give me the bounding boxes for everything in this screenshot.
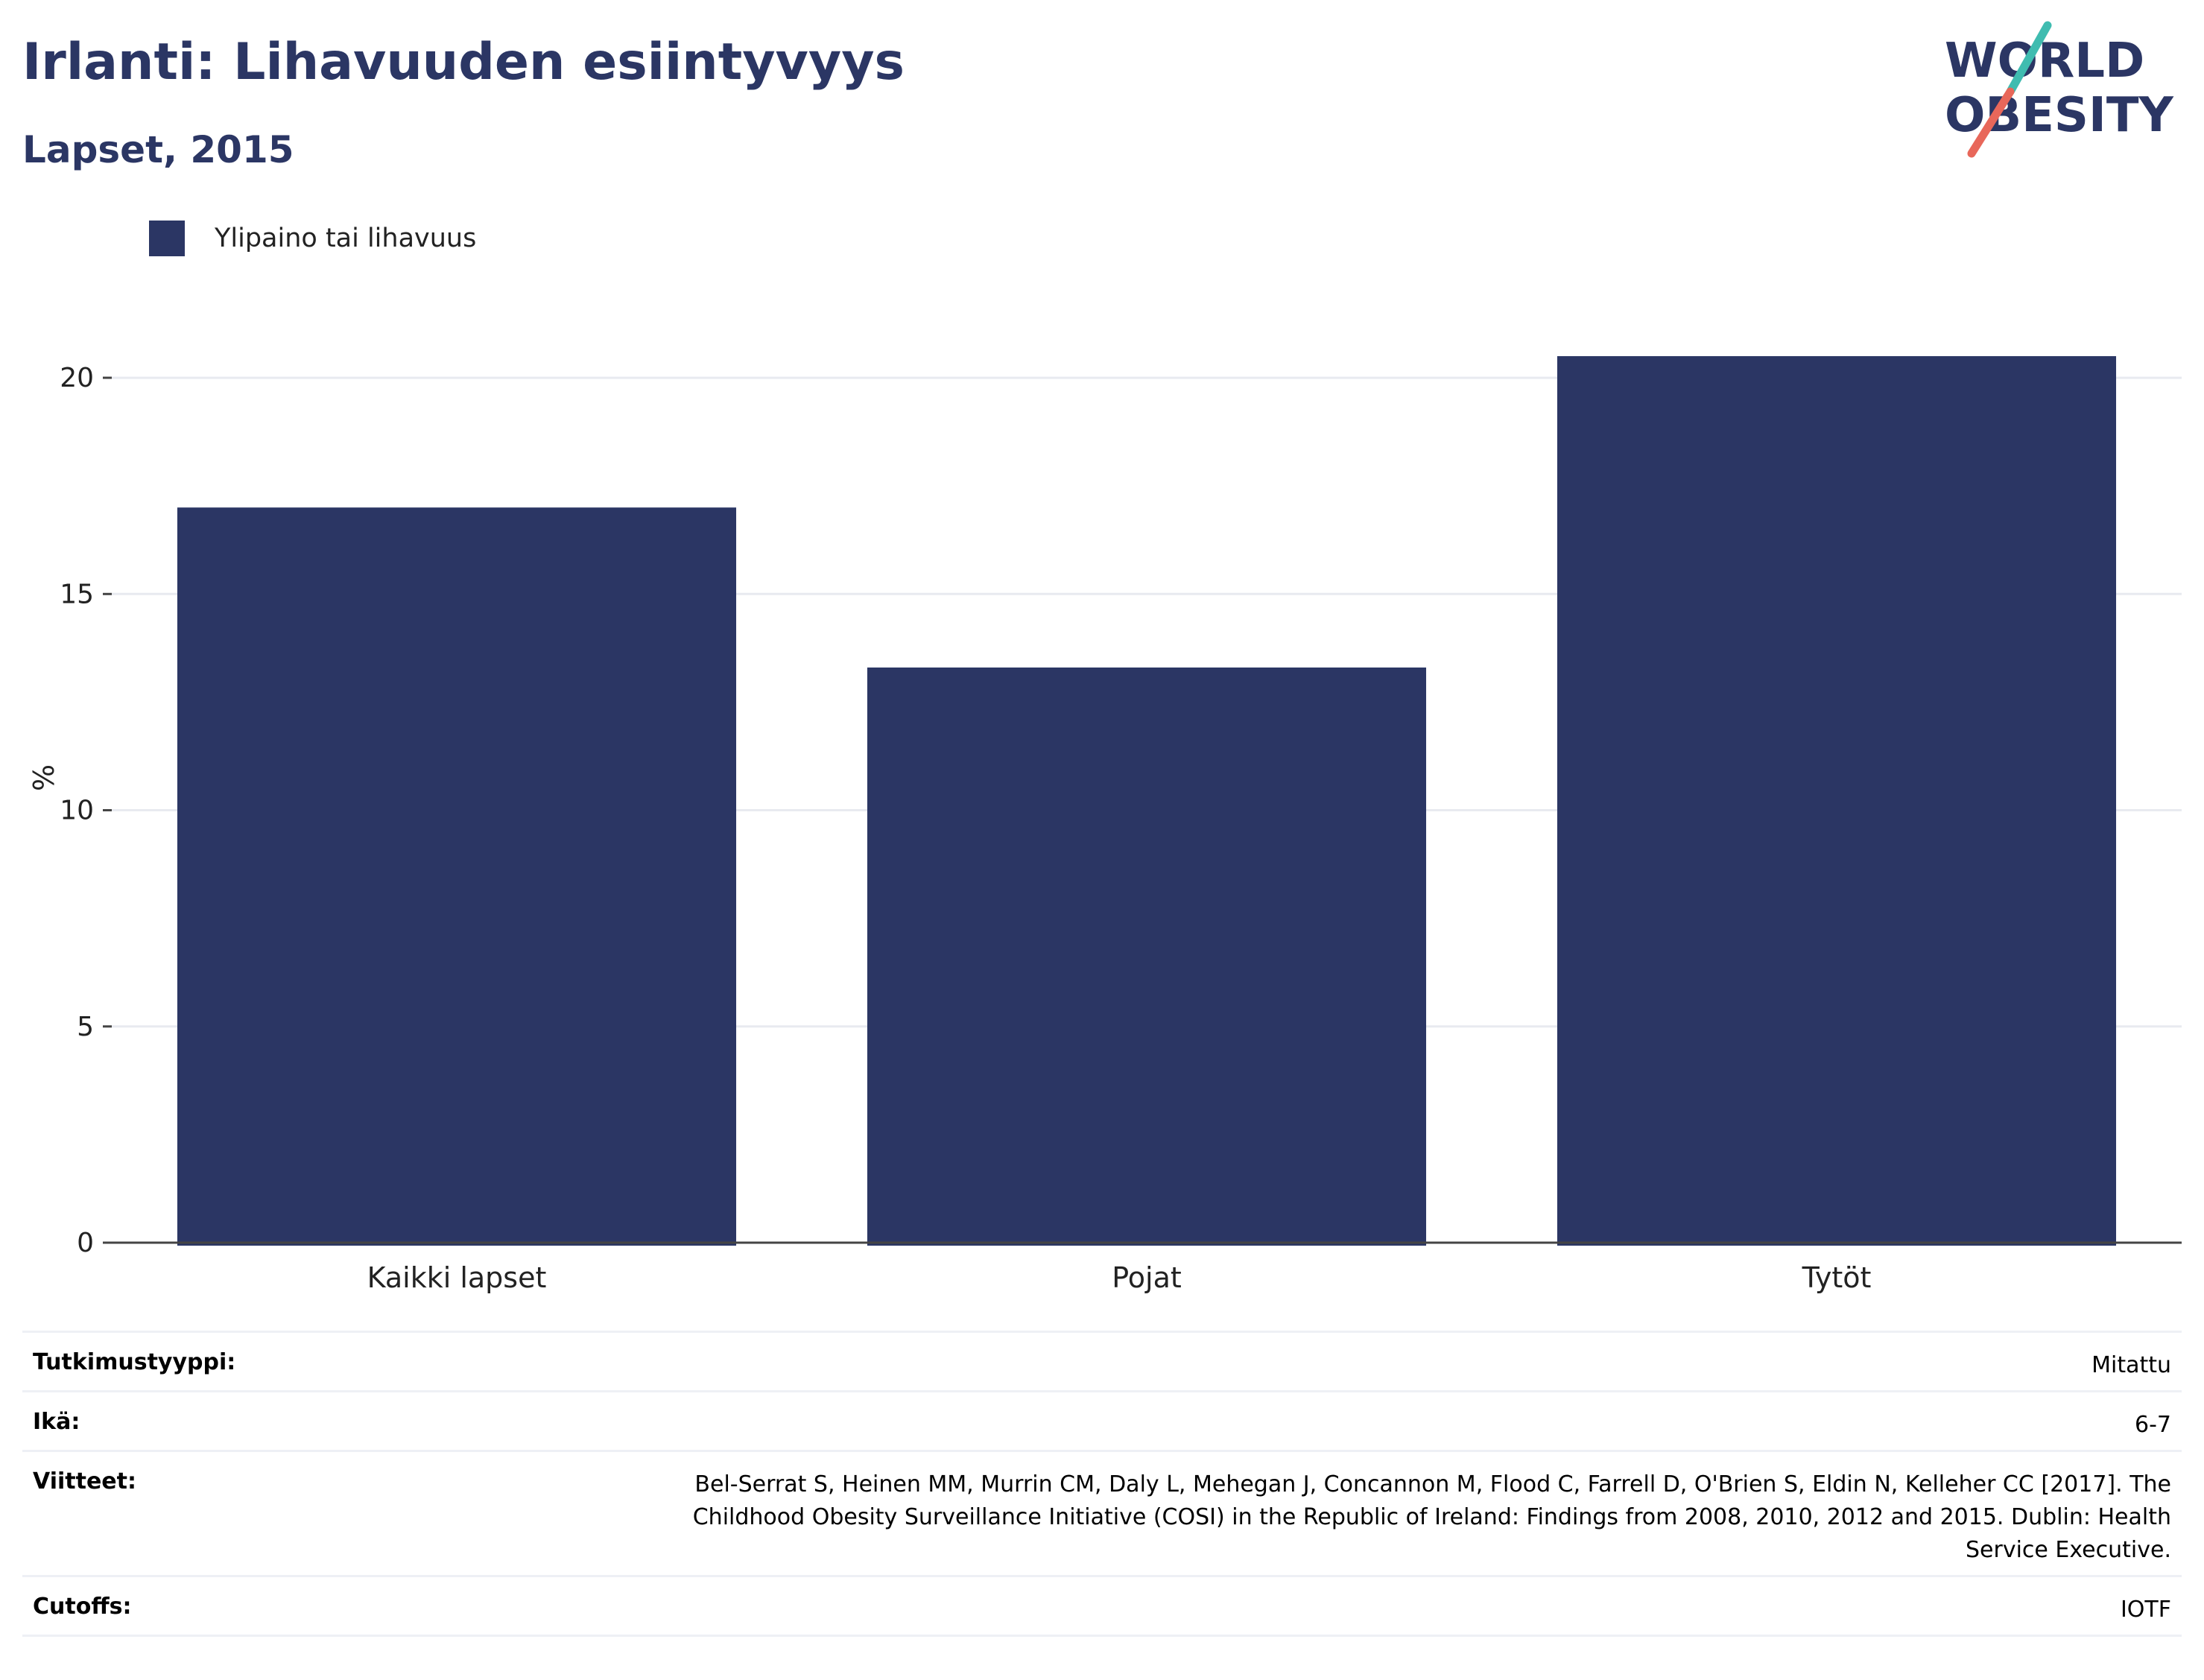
info-table: Tutkimustyyppi: Mitattu Ikä: 6-7 Viittee…: [22, 1331, 2182, 1637]
x-tick-label: Pojat: [1112, 1261, 1182, 1294]
info-row-references: Viitteet: Bel-Serrat S, Heinen MM, Murri…: [22, 1451, 2182, 1577]
age-value: 6-7: [289, 1391, 2182, 1452]
age-label: Ikä:: [22, 1391, 290, 1452]
bar: [177, 507, 737, 1246]
world-obesity-logo: WORLD OBESITY: [1945, 21, 2173, 158]
x-tick-label: Tytöt: [1802, 1261, 1872, 1294]
chart-title: Irlanti: Lihavuuden esiintyvyys: [22, 33, 905, 92]
bar-chart: 0 5 10 15 20% Kaikki lapset Pojat Tytöt: [28, 356, 2182, 1294]
y-tick-label: 5: [77, 1012, 94, 1042]
x-tick-label: Kaikki lapset: [367, 1261, 547, 1294]
y-tick-label: 15: [60, 579, 94, 609]
y-tick-label: 0: [77, 1228, 94, 1258]
references-value: Bel-Serrat S, Heinen MM, Murrin CM, Daly…: [692, 1471, 2171, 1563]
info-row-study-type: Tutkimustyyppi: Mitattu: [22, 1331, 2182, 1392]
legend-swatch: [149, 221, 185, 256]
study-type-label: Tutkimustyyppi:: [22, 1331, 290, 1392]
y-tick-label: 20: [60, 363, 94, 393]
chart-subtitle: Lapset, 2015: [22, 128, 294, 171]
y-axis-label: %: [28, 764, 60, 791]
logo-line1: WORLD: [1945, 34, 2144, 89]
study-type-value: Mitattu: [289, 1331, 2182, 1392]
cutoffs-label: Cutoffs:: [22, 1576, 290, 1637]
y-tick-label: 10: [60, 796, 94, 826]
logo-slash-coral: [1967, 87, 2015, 158]
cutoffs-value: IOTF: [289, 1576, 2182, 1637]
bar: [867, 667, 1427, 1246]
legend-label: Ylipaino tai lihavuus: [215, 224, 477, 253]
bar: [1557, 356, 2117, 1246]
info-row-cutoffs: Cutoffs: IOTF: [22, 1576, 2182, 1637]
logo-slash-teal: [2006, 21, 2052, 96]
info-row-age: Ikä: 6-7: [22, 1391, 2182, 1452]
legend[interactable]: Ylipaino tai lihavuus: [149, 221, 476, 256]
references-label: Viitteet:: [22, 1451, 290, 1577]
